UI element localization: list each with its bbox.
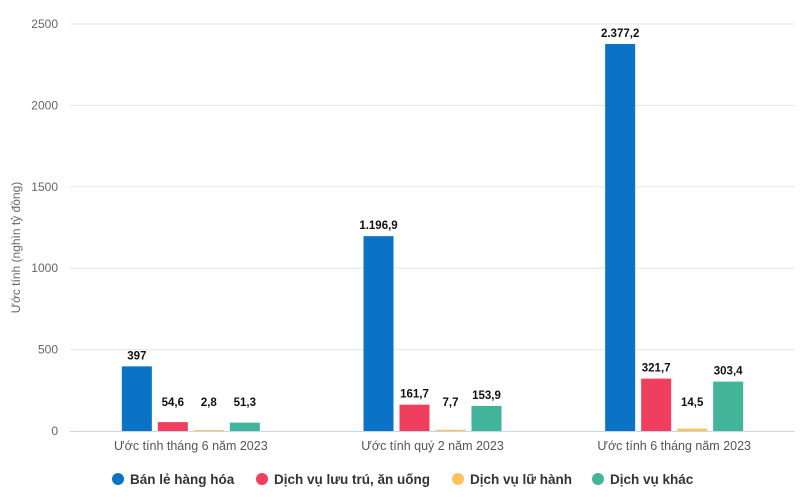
bar	[435, 429, 466, 431]
bar	[399, 404, 430, 431]
bar	[605, 43, 636, 431]
legend-item[interactable]: Dịch vụ lưu trú, ăn uống	[256, 472, 430, 487]
data-label: 321,7	[642, 363, 671, 375]
y-tick-label: 1500	[31, 180, 58, 194]
legend-item[interactable]: Dịch vụ khác	[592, 472, 694, 487]
x-tick-label: Ước tính tháng 6 năm 2023	[114, 439, 268, 453]
bar	[471, 405, 502, 431]
data-label: 161,7	[400, 389, 429, 401]
bar	[363, 236, 394, 431]
data-labels: 397 54,6 2,8 51,3 1.196,9 161,7 7,7 153,9 2.377,…	[127, 28, 743, 409]
bars	[121, 43, 744, 431]
y-tick-label: 2000	[31, 98, 58, 112]
data-label: 397	[127, 350, 146, 362]
legend-item[interactable]: Bán lẻ hàng hóa	[112, 472, 235, 487]
bar	[641, 378, 672, 431]
bar	[677, 428, 708, 431]
data-label: 7,7	[443, 397, 459, 409]
bar	[121, 366, 152, 431]
gridlines	[70, 23, 795, 351]
y-axis-ticks: 0 500 1000 1500 2000 2500	[31, 17, 58, 438]
legend-label: Dịch vụ khác	[610, 472, 694, 487]
legend-marker	[452, 473, 464, 485]
legend[interactable]: Bán lẻ hàng hóa Dịch vụ lưu trú, ăn uống D…	[112, 472, 694, 487]
legend-label: Bán lẻ hàng hóa	[130, 472, 235, 487]
x-tick-label: Ước tính 6 tháng năm 2023	[597, 439, 751, 453]
data-label: 54,6	[162, 397, 184, 409]
data-label: 2.377,2	[601, 28, 639, 40]
y-tick-label: 2500	[31, 17, 58, 31]
data-label: 1.196,9	[359, 220, 397, 232]
data-label: 2,8	[201, 397, 218, 409]
bar	[229, 422, 260, 431]
legend-label: Dịch vụ lữ hành	[470, 472, 572, 487]
bar	[193, 430, 224, 431]
legend-marker	[592, 473, 604, 485]
data-label: 51,3	[234, 397, 256, 409]
legend-marker	[256, 473, 268, 485]
bar	[157, 422, 188, 431]
y-tick-label: 500	[38, 343, 58, 357]
data-label: 303,4	[714, 366, 743, 378]
legend-marker	[112, 473, 124, 485]
legend-item[interactable]: Dịch vụ lữ hành	[452, 472, 572, 487]
y-tick-label: 1000	[31, 261, 58, 275]
data-label: 14,5	[681, 397, 704, 409]
legend-label: Dịch vụ lưu trú, ăn uống	[274, 472, 430, 487]
y-tick-label: 0	[51, 424, 58, 438]
bar	[713, 381, 744, 431]
x-tick-label: Ước tính quý 2 năm 2023	[361, 439, 504, 453]
y-axis-label: Ước tính (nghìn tỷ đồng)	[9, 182, 23, 314]
x-axis-ticks: Ước tính tháng 6 năm 2023 Ước tính quý 2 …	[114, 439, 751, 453]
data-label: 153,9	[472, 390, 501, 402]
